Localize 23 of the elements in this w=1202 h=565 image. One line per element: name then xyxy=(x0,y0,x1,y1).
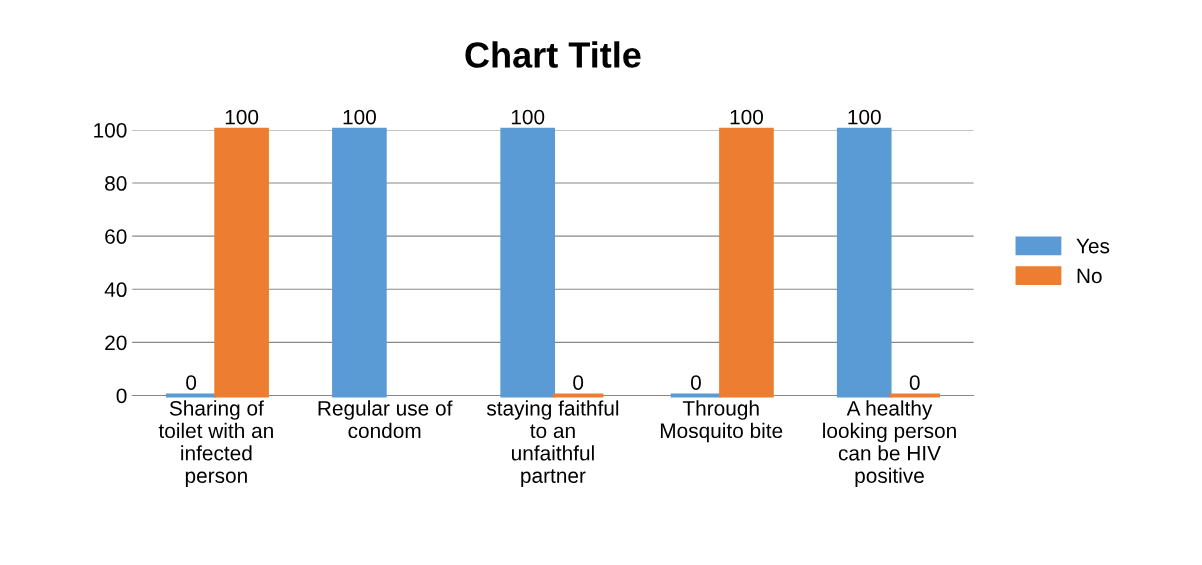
y-tick-label: 40 xyxy=(104,282,127,298)
y-tick-label: 60 xyxy=(105,229,127,244)
x-tick-label: staying faithful to an unfaithful partner xyxy=(486,400,619,488)
data-label: 100 xyxy=(343,109,376,125)
chart-title: Chart Title xyxy=(465,41,641,68)
x-tick-label: Through Mosquito bite xyxy=(660,400,783,443)
x-tick-label: Sharing of toilet with an infected person xyxy=(158,400,273,488)
data-label: 100 xyxy=(511,109,545,125)
legend-label: Yes xyxy=(1076,238,1110,254)
y-tick-label: 20 xyxy=(105,335,127,351)
y-tick-label: 0 xyxy=(116,388,127,404)
x-tick-label: A healthy looking person can be HIV positive xyxy=(823,400,956,488)
y-tick-label: 100 xyxy=(94,122,127,138)
data-label: 0 xyxy=(909,375,920,390)
data-label: 0 xyxy=(690,375,701,390)
y-tick-label: 80 xyxy=(105,176,127,191)
data-label: 0 xyxy=(186,375,197,390)
data-label: 100 xyxy=(730,109,764,125)
data-label: 100 xyxy=(225,109,259,125)
data-label: 100 xyxy=(848,109,881,125)
legend-label: No xyxy=(1077,268,1102,284)
data-label: 0 xyxy=(573,375,584,390)
x-tick-label: Regular use of condom xyxy=(318,400,453,439)
